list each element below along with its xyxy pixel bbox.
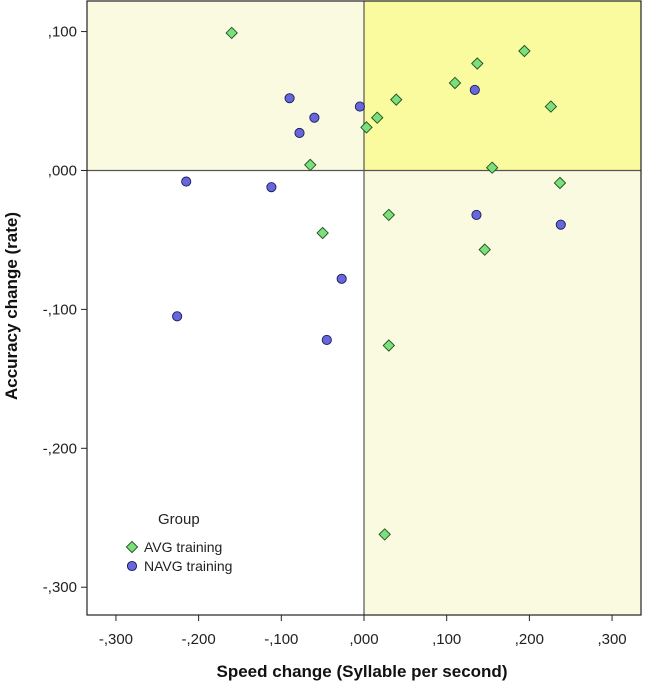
legend-label: NAVG training — [144, 558, 232, 574]
y-axis: ,100 ,000 -,100 -,200 -,300 — [43, 24, 87, 596]
legend-label: AVG training — [144, 539, 222, 555]
data-point-circle — [266, 182, 277, 193]
series-avg-training — [225, 26, 567, 541]
data-point-circle — [555, 219, 566, 230]
data-point-circle — [181, 176, 192, 187]
quadrant-top-right — [364, 1, 641, 171]
x-axis: -,300 -,200 -,100 ,000 ,100 ,200 ,300 — [99, 615, 627, 648]
x-tick-label: -,100 — [264, 631, 298, 648]
data-point-circle — [172, 311, 183, 322]
x-tick-label: -,200 — [182, 631, 216, 648]
data-point-diamond — [225, 26, 238, 40]
quadrant-bottom-left — [87, 170, 364, 616]
data-point-diamond — [378, 528, 391, 541]
data-point-circle — [471, 209, 482, 220]
x-tick-label: ,100 — [432, 631, 461, 648]
y-tick-label: -,300 — [43, 579, 77, 596]
data-point-circle — [469, 84, 480, 95]
y-tick-label: ,100 — [48, 24, 77, 41]
data-point-diamond — [316, 226, 329, 240]
legend-title: Group — [158, 511, 200, 528]
data-point-diamond — [518, 44, 531, 58]
plot-area — [86, 0, 642, 616]
data-point-circle — [321, 334, 332, 346]
legend: Group AVG training NAVG training — [125, 511, 232, 574]
legend-marker-diamond — [125, 540, 139, 554]
quadrant-top-left — [87, 1, 364, 171]
data-point-diamond — [478, 243, 491, 256]
data-point-diamond — [471, 57, 484, 70]
y-axis-title: Accuracy change (rate) — [2, 212, 21, 400]
data-point-circle — [354, 101, 365, 112]
quadrant-bottom-right — [364, 170, 641, 616]
x-tick-label: ,000 — [349, 631, 378, 648]
data-point-circle — [309, 112, 320, 123]
data-point-circle — [336, 273, 347, 284]
legend-marker-circle — [126, 560, 138, 572]
data-point-diamond — [553, 176, 567, 190]
data-point-diamond — [304, 158, 317, 172]
y-tick-label: -,100 — [43, 301, 77, 318]
data-point-diamond — [370, 111, 384, 124]
data-point-diamond — [485, 161, 499, 174]
x-tick-label: -,300 — [99, 631, 133, 648]
y-tick-label: -,200 — [43, 440, 77, 457]
x-tick-label: ,300 — [597, 631, 626, 648]
y-tick-label: ,000 — [48, 162, 77, 179]
data-point-diamond — [382, 339, 396, 352]
data-point-circle — [294, 127, 305, 139]
data-point-diamond — [382, 208, 396, 222]
data-point-diamond — [448, 76, 462, 90]
data-point-diamond — [360, 121, 373, 134]
data-point-diamond — [544, 100, 558, 113]
data-point-circle — [284, 93, 295, 104]
x-tick-label: ,200 — [515, 631, 544, 648]
data-point-diamond — [390, 93, 403, 106]
series-navg-training — [172, 84, 566, 346]
x-axis-title: Speed change (Syllable per second) — [217, 662, 508, 681]
